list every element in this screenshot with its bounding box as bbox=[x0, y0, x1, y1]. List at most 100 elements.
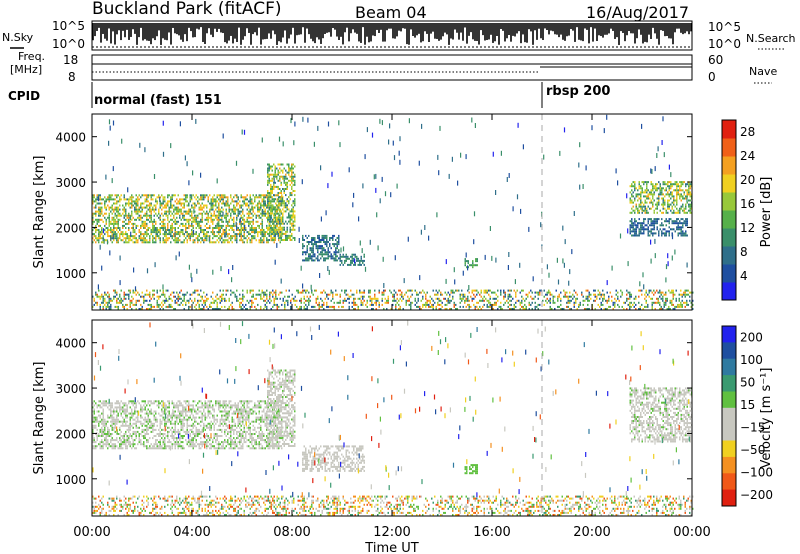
power-echo-pixel bbox=[629, 201, 631, 204]
power-echo-pixel bbox=[266, 297, 268, 300]
power-echo-pixel bbox=[212, 204, 214, 207]
power-scatter-pixel bbox=[520, 208, 522, 214]
power-echo-pixel bbox=[194, 289, 196, 292]
power-echo-pixel bbox=[278, 212, 280, 215]
power-echo-pixel bbox=[152, 231, 154, 234]
power-echo-pixel bbox=[312, 243, 314, 246]
power-echo-pixel bbox=[294, 181, 296, 184]
power-scatter-pixel bbox=[179, 121, 181, 127]
power-echo-pixel bbox=[245, 229, 247, 231]
power-echo-pixel bbox=[277, 216, 279, 219]
power-echo-pixel bbox=[192, 235, 194, 238]
power-echo-pixel bbox=[631, 183, 633, 186]
power-echo-pixel bbox=[260, 308, 262, 310]
power-echo-pixel bbox=[515, 305, 517, 308]
power-scatter-pixel bbox=[375, 187, 377, 193]
power-echo-pixel bbox=[237, 208, 239, 211]
power-echo-pixel bbox=[116, 220, 118, 223]
power-echo-pixel bbox=[327, 293, 329, 296]
power-scatter-pixel bbox=[302, 116, 304, 122]
power-echo-pixel bbox=[689, 207, 691, 210]
power-echo-pixel bbox=[186, 218, 188, 221]
power-echo-pixel bbox=[186, 231, 188, 234]
power-echo-pixel bbox=[317, 295, 319, 298]
power-echo-pixel bbox=[149, 239, 151, 242]
power-echo-pixel bbox=[276, 297, 278, 300]
power-echo-pixel bbox=[257, 206, 259, 209]
power-echo-pixel bbox=[177, 194, 179, 197]
power-echo-pixel bbox=[270, 212, 272, 215]
power-echo-pixel bbox=[270, 210, 272, 213]
power-echo-pixel bbox=[101, 233, 103, 236]
power-echo-pixel bbox=[661, 230, 663, 233]
power-echo-pixel bbox=[126, 237, 128, 240]
power-echo-pixel bbox=[276, 210, 278, 213]
power-echo-pixel bbox=[161, 224, 163, 227]
power-echo-pixel bbox=[180, 231, 182, 234]
power-echo-pixel bbox=[98, 241, 100, 244]
power-scatter-pixel bbox=[419, 275, 421, 281]
power-echo-pixel bbox=[243, 305, 245, 308]
power-echo-pixel bbox=[306, 249, 308, 252]
power-echo-pixel bbox=[396, 293, 398, 296]
power-echo-pixel bbox=[164, 222, 166, 225]
power-echo-pixel bbox=[644, 211, 646, 214]
power-echo-pixel bbox=[637, 199, 639, 202]
power-echo-pixel bbox=[677, 303, 679, 306]
power-echo-pixel bbox=[680, 185, 682, 188]
power-echo-pixel bbox=[176, 198, 178, 201]
power-echo-pixel bbox=[108, 295, 110, 298]
power-echo-pixel bbox=[661, 197, 663, 200]
power-echo-pixel bbox=[129, 198, 131, 201]
power-echo-pixel bbox=[332, 293, 334, 296]
power-echo-pixel bbox=[634, 185, 636, 188]
power-echo-pixel bbox=[626, 308, 628, 310]
power-echo-pixel bbox=[188, 237, 190, 240]
power-echo-pixel bbox=[291, 234, 293, 237]
power-echo-pixel bbox=[144, 206, 146, 209]
power-echo-pixel bbox=[664, 201, 666, 204]
power-echo-pixel bbox=[108, 208, 110, 211]
power-echo-pixel bbox=[185, 222, 187, 225]
power-echo-pixel bbox=[258, 202, 260, 205]
power-echo-pixel bbox=[180, 222, 182, 225]
power-echo-pixel bbox=[149, 206, 151, 209]
power-echo-pixel bbox=[280, 183, 282, 186]
power-echo-pixel bbox=[644, 195, 646, 198]
power-echo-pixel bbox=[587, 297, 589, 300]
power-echo-pixel bbox=[300, 301, 302, 304]
power-echo-pixel bbox=[676, 226, 678, 229]
power-echo-pixel bbox=[219, 227, 221, 229]
power-scatter-pixel bbox=[516, 194, 519, 200]
power-echo-pixel bbox=[200, 194, 202, 197]
power-echo-pixel bbox=[222, 239, 224, 242]
power-echo-pixel bbox=[266, 293, 268, 296]
power-echo-pixel bbox=[273, 175, 275, 178]
power-echo-pixel bbox=[647, 189, 649, 192]
power-echo-pixel bbox=[684, 305, 686, 308]
power-echo-pixel bbox=[221, 297, 223, 300]
power-echo-pixel bbox=[239, 222, 241, 225]
power-echo-pixel bbox=[649, 234, 651, 237]
power-echo-pixel bbox=[638, 218, 640, 221]
power-echo-pixel bbox=[119, 214, 121, 217]
power-echo-pixel bbox=[107, 303, 109, 306]
power-echo-pixel bbox=[261, 241, 263, 244]
power-scatter-pixel bbox=[656, 153, 658, 158]
power-echo-pixel bbox=[243, 241, 245, 244]
power-echo-pixel bbox=[472, 266, 474, 269]
power-echo-pixel bbox=[667, 181, 669, 184]
power-echo-pixel bbox=[171, 196, 173, 199]
power-echo-pixel bbox=[665, 301, 667, 304]
power-echo-pixel bbox=[120, 214, 122, 217]
power-echo-pixel bbox=[268, 202, 270, 205]
power-echo-pixel bbox=[368, 289, 370, 292]
power-echo-pixel bbox=[339, 263, 341, 266]
power-echo-pixel bbox=[673, 199, 675, 202]
power-echo-pixel bbox=[164, 295, 166, 298]
power-echo-pixel bbox=[146, 224, 148, 227]
power-echo-pixel bbox=[634, 218, 636, 221]
power-echo-pixel bbox=[236, 204, 238, 207]
power-echo-pixel bbox=[348, 305, 350, 308]
